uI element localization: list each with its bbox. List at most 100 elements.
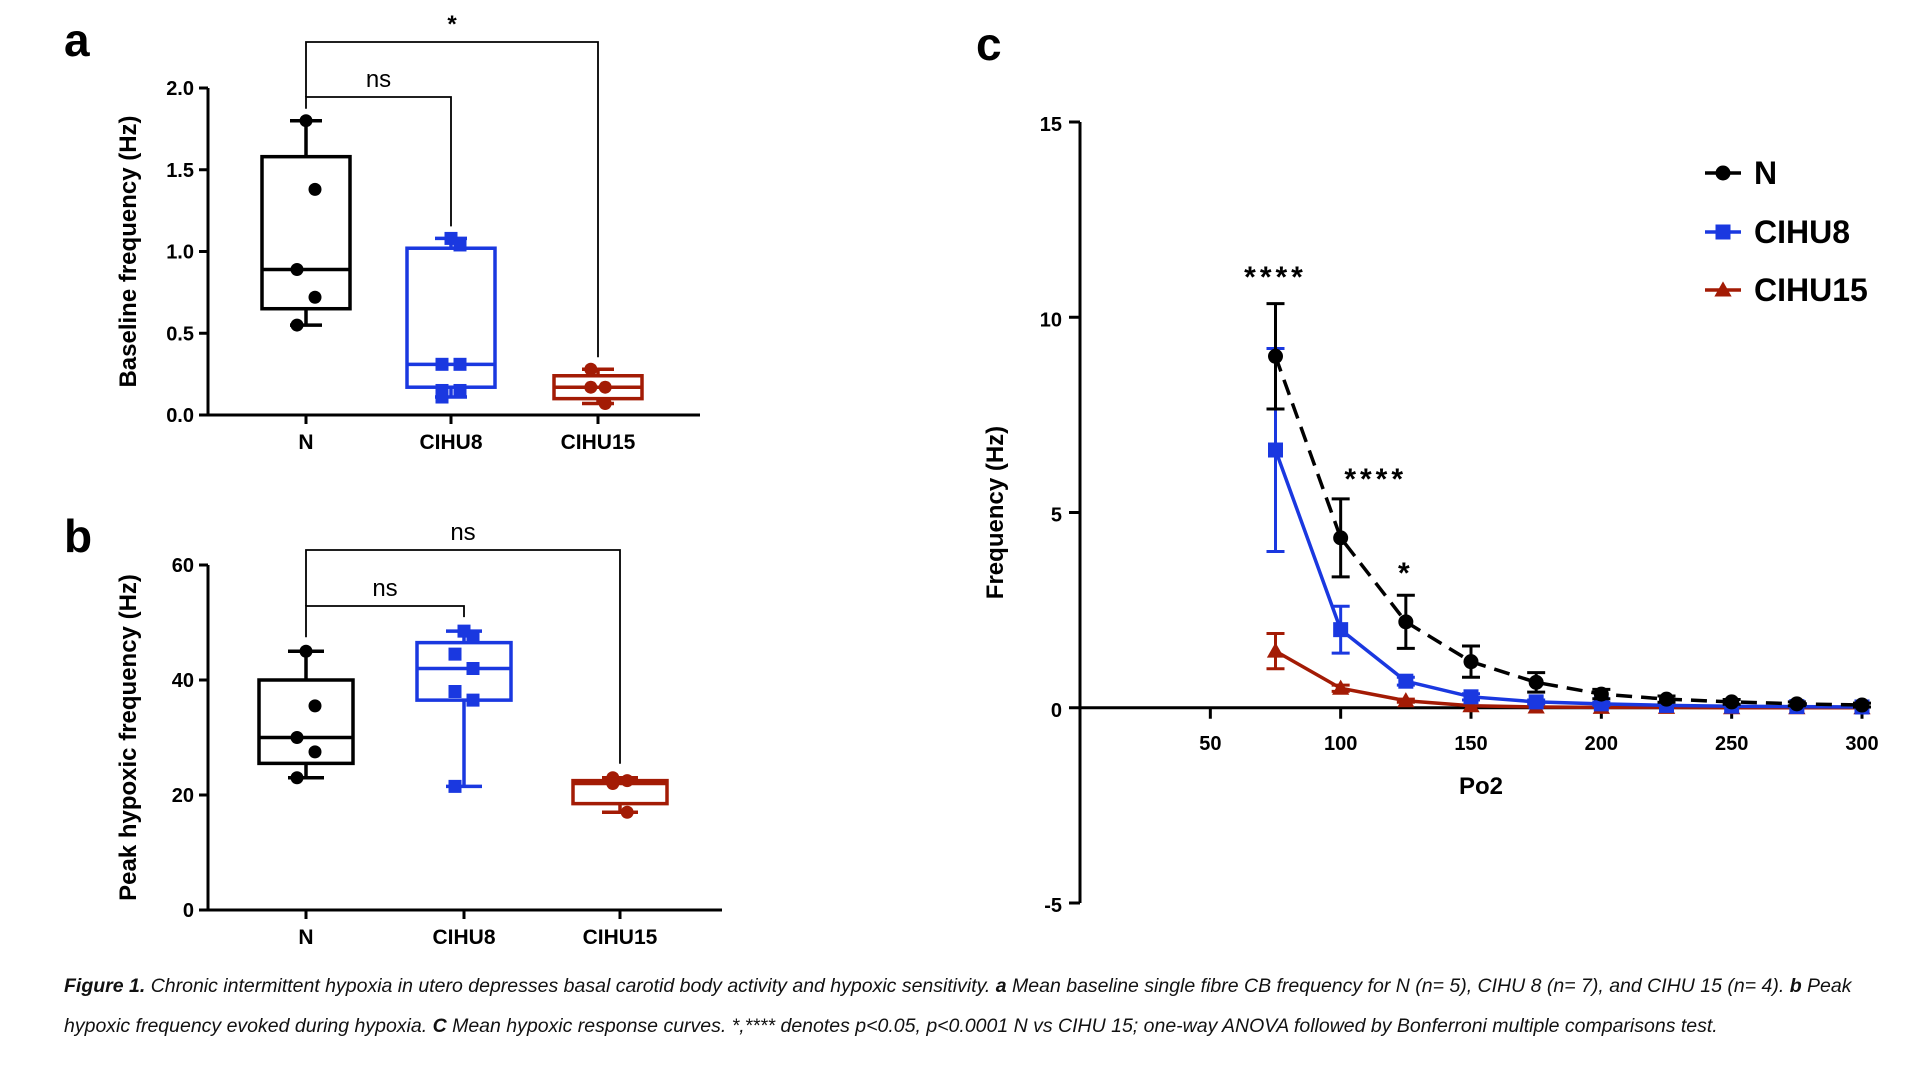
caption-part-4: Mean hypoxic response curves. *,**** den… — [446, 1015, 1718, 1037]
x-category-label: N — [298, 431, 313, 454]
box-iqr — [405, 246, 497, 389]
data-point — [598, 397, 612, 411]
x-tick-label: 200 — [1585, 733, 1618, 755]
data-point — [290, 262, 304, 276]
data-point — [448, 685, 462, 698]
data-point — [1333, 530, 1349, 546]
data-point — [453, 383, 467, 397]
y-tick-label: 0.0 — [166, 405, 194, 427]
data-point — [435, 357, 449, 371]
data-point — [1332, 679, 1350, 695]
caption-label: Figure 1. — [64, 975, 146, 997]
y-tick-label: 0 — [183, 900, 194, 922]
significance-label: ns — [450, 519, 475, 546]
y-tick-label: -5 — [1044, 895, 1062, 917]
panel-label-b: b — [64, 510, 92, 562]
data-point — [606, 777, 620, 790]
x-category-label: CIHU15 — [561, 431, 636, 454]
box-group — [405, 231, 497, 404]
significance-label: ns — [366, 66, 391, 93]
data-point — [453, 357, 467, 371]
legend-item-cihu15: CIHU15 — [1705, 272, 1868, 308]
data-point — [1463, 689, 1479, 705]
data-point — [448, 647, 462, 661]
legend-marker — [1715, 224, 1731, 240]
data-point — [290, 318, 304, 332]
data-point — [1528, 694, 1544, 710]
legend-item-n: N — [1705, 155, 1777, 191]
legend-marker — [1714, 281, 1732, 297]
legend-item-cihu8: CIHU8 — [1705, 214, 1850, 250]
significance-annotation: **** — [1344, 463, 1407, 496]
y-axis-label: Frequency (Hz) — [982, 426, 1009, 599]
bracket-line — [305, 41, 599, 358]
data-point — [1724, 694, 1740, 710]
figure-canvas: a b c 0.0 0.5 1.0 1.5 2.0 N CIHU8 CIHU15 Baselin… — [64, 11, 1879, 949]
y-tick-label: 20 — [172, 785, 194, 807]
x-tick-label: 250 — [1715, 733, 1748, 755]
x-axis-label: Po2 — [1459, 773, 1503, 800]
data-point — [1854, 697, 1870, 713]
box-group — [571, 771, 669, 819]
data-point — [620, 774, 634, 788]
box-iqr — [257, 678, 355, 766]
bracket-line — [305, 96, 452, 227]
y-tick-label: 1.0 — [166, 242, 194, 264]
data-point — [1268, 348, 1283, 364]
series-line — [1274, 649, 1862, 710]
comparison-bracket: * — [305, 11, 599, 358]
x-category-label: N — [298, 926, 313, 949]
data-point — [299, 644, 313, 658]
legend: N CIHU8 CIHU15 — [1705, 155, 1868, 308]
data-point — [1398, 614, 1414, 630]
data-point — [453, 238, 467, 252]
data-point — [584, 380, 598, 394]
significance-label: ns — [372, 575, 397, 602]
chart-panel-c: -5 0 5 10 15 50 100 150 200 250 300 Po2 Frequency (H… — [982, 114, 1879, 917]
series-line — [1273, 355, 1863, 707]
y-tick-label: 10 — [1040, 309, 1062, 331]
data-point — [1789, 696, 1805, 712]
data-point — [584, 362, 598, 376]
box-group — [415, 624, 513, 793]
data-point — [435, 390, 449, 404]
data-point — [620, 805, 634, 819]
y-axis-label: Peak hypoxic frequency (Hz) — [115, 574, 142, 901]
data-point — [1462, 697, 1480, 713]
y-tick-label: 2.0 — [166, 78, 194, 100]
data-point — [1398, 673, 1414, 689]
data-point — [1659, 691, 1674, 707]
x-tick-label: 50 — [1199, 733, 1221, 755]
caption-a-label: a — [995, 975, 1007, 997]
comparison-bracket: ns — [305, 519, 621, 764]
series-cihu8 — [1266, 346, 1870, 715]
caption-c-label: C — [432, 1015, 447, 1037]
box-group — [260, 114, 352, 332]
box-iqr — [415, 640, 513, 702]
data-point — [1266, 642, 1285, 658]
caption-part-3: Peak hypoxic frequency evoked during hyp… — [64, 975, 1852, 1037]
panel-label-c: c — [976, 18, 1002, 70]
y-axis-label: Baseline frequency (Hz) — [115, 115, 142, 387]
data-point — [1397, 692, 1415, 708]
significance-label: * — [447, 11, 457, 38]
data-point — [308, 745, 322, 759]
x-tick-label: 150 — [1454, 733, 1487, 755]
data-point — [598, 380, 612, 394]
legend-label: CIHU15 — [1754, 272, 1868, 308]
data-point — [290, 731, 304, 744]
y-tick-label: 15 — [1040, 114, 1062, 136]
significance-annotation: **** — [1244, 261, 1307, 294]
y-tick-label: 40 — [172, 670, 194, 692]
chart-panel-b: 0 20 40 60 N CIHU8 CIHU15 Peak hypoxic frequenc… — [115, 519, 722, 949]
series-n — [1266, 302, 1871, 713]
series-line — [1273, 449, 1863, 709]
y-tick-label: 1.5 — [166, 160, 194, 182]
comparison-bracket: ns — [305, 575, 465, 638]
box-iqr — [260, 154, 352, 311]
panel-label-a: a — [64, 14, 90, 66]
box-group — [552, 362, 644, 411]
y-tick-label: 0 — [1051, 700, 1062, 722]
chart-panel-a: 0.0 0.5 1.0 1.5 2.0 N CIHU8 CIHU15 Baseline freq… — [115, 11, 700, 454]
